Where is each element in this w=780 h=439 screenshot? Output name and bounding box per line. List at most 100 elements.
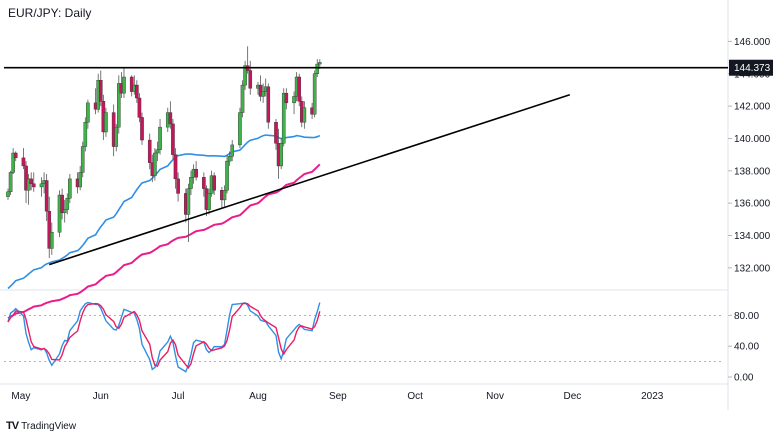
candle-body <box>29 178 33 184</box>
candle <box>266 83 271 129</box>
candle-body <box>104 112 108 133</box>
sma-200-line <box>7 163 321 320</box>
candle <box>135 80 139 103</box>
candle-body <box>13 152 18 159</box>
candle-body <box>78 172 82 188</box>
candle-body <box>302 107 307 123</box>
candle <box>168 101 173 129</box>
candle-body <box>318 62 322 65</box>
candle <box>212 172 216 196</box>
chart-grid <box>0 0 729 410</box>
candle-body <box>258 84 263 97</box>
candle <box>57 190 62 238</box>
candle-body <box>168 112 173 125</box>
candle-body <box>60 194 64 214</box>
candle-body <box>80 146 85 173</box>
candle <box>281 88 286 147</box>
candle <box>117 75 121 134</box>
candle <box>29 172 33 191</box>
candle-body <box>202 177 206 189</box>
candle-body <box>24 165 28 191</box>
candle-body <box>189 177 193 189</box>
candle <box>24 161 28 204</box>
candlestick-series <box>6 46 322 259</box>
candle-body <box>155 149 160 154</box>
candle <box>21 148 26 170</box>
candle-body <box>140 117 144 141</box>
candle <box>153 148 157 181</box>
candle <box>312 70 317 118</box>
candle <box>44 174 49 221</box>
candle-body <box>117 83 121 128</box>
time-tick-label: Jun <box>93 391 109 402</box>
ascending-trendline <box>48 94 571 266</box>
candle <box>222 185 227 207</box>
candle <box>279 138 283 170</box>
candle <box>137 93 142 123</box>
candle-body <box>279 143 283 167</box>
candle-body <box>207 193 211 210</box>
candle <box>194 161 198 181</box>
candle <box>297 73 302 107</box>
candle <box>65 193 70 215</box>
candle <box>176 172 180 202</box>
candle-body <box>281 92 286 144</box>
candle <box>50 222 54 255</box>
candle <box>122 67 126 99</box>
candle <box>62 199 67 223</box>
price-tick-label: 136.000 <box>734 199 771 210</box>
candle-body <box>135 84 139 99</box>
candle-body <box>248 70 253 89</box>
candle-body <box>68 178 72 199</box>
candle <box>227 151 232 166</box>
candle-body <box>194 168 198 178</box>
candle-body <box>11 152 15 173</box>
drawn-lines <box>4 66 728 266</box>
price-tick-label: 138.000 <box>734 166 771 177</box>
candle-body <box>227 156 232 162</box>
candle <box>245 46 250 74</box>
candle <box>114 123 119 152</box>
candle-body <box>153 152 157 176</box>
time-tick-label: Aug <box>249 391 267 402</box>
candle <box>147 133 152 170</box>
stoch-tick-label: 40.00 <box>734 342 759 353</box>
candle-body <box>240 84 245 113</box>
sma-200-path <box>7 163 321 320</box>
candle-body <box>50 232 54 249</box>
candle-body <box>212 175 216 191</box>
candle-body <box>171 123 175 155</box>
stoch-tick-label: 80.00 <box>734 311 759 322</box>
candle-body <box>158 126 162 150</box>
candle-body <box>266 86 271 123</box>
tradingview-logo-icon: TV <box>6 420 19 432</box>
candle <box>274 119 278 150</box>
price-axis[interactable]: 146.000144.000142.000140.000138.000136.0… <box>728 37 773 384</box>
candle <box>47 196 52 259</box>
candle <box>98 70 103 107</box>
sma-100-line <box>7 134 321 290</box>
current-price-tag <box>729 59 773 76</box>
price-tick-label: 140.000 <box>734 134 771 145</box>
candle <box>186 183 191 242</box>
tradingview-brand[interactable]: TV TradingView <box>6 420 76 432</box>
candle <box>189 170 193 196</box>
stoch-k-line <box>7 301 321 373</box>
candle-body <box>225 160 229 191</box>
candle <box>238 107 242 149</box>
candle <box>60 188 64 220</box>
candle <box>258 75 263 102</box>
candle-body <box>31 183 36 188</box>
candle-body <box>186 188 191 215</box>
time-axis[interactable]: May Jun Jul Aug Sep Oct Nov Dec 2023 <box>11 391 663 402</box>
candle-body <box>114 126 119 147</box>
stoch-d-line <box>7 302 321 369</box>
stochastic-oscillator <box>4 301 724 373</box>
stoch-tick-label: 0.00 <box>734 373 754 384</box>
price-tick-label: 132.000 <box>734 263 771 274</box>
candle <box>158 119 162 155</box>
candle <box>202 172 206 197</box>
candle <box>171 119 175 160</box>
time-tick-label: 2023 <box>641 391 664 402</box>
